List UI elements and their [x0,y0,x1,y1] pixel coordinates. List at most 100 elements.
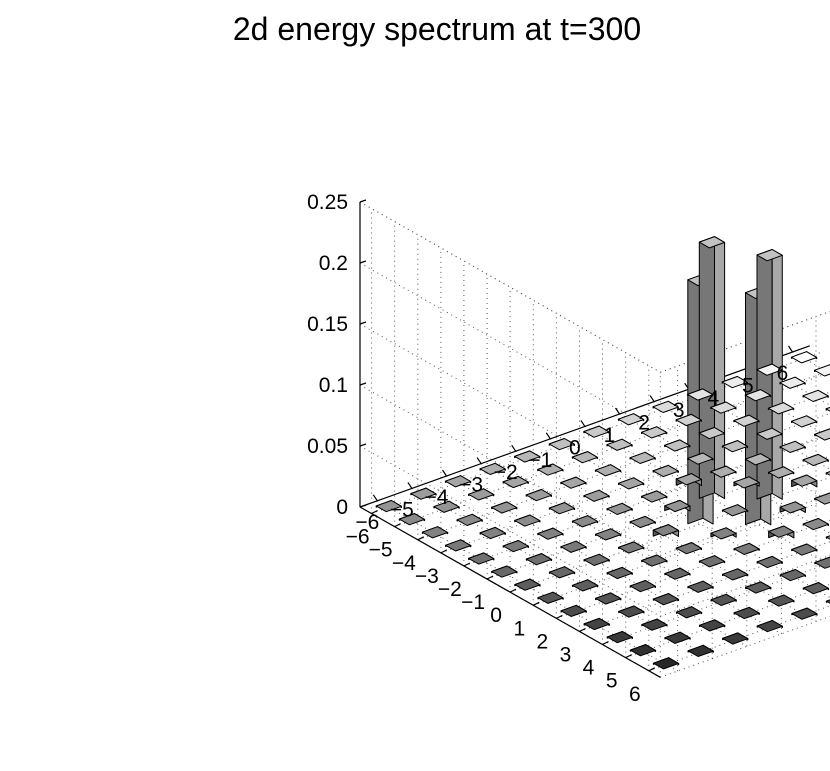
bar-top-face [825,535,830,540]
chart-title: 2d energy spectrum at t=300 [233,11,641,47]
x-tick [511,444,517,452]
spectrum-bar [814,428,830,441]
spectrum-bar [468,552,495,565]
spectrum-bar [733,606,760,620]
bar-top-face [756,249,783,262]
spectrum-bar [629,515,656,529]
z-tick-label: 0.2 [319,252,348,275]
bar-top-face [698,236,726,249]
bar-top-face [525,553,553,566]
bar-top-face [572,579,599,592]
spectrum-bar [641,490,668,503]
bar-top-face [802,582,830,595]
axis-layer [359,199,811,678]
grid-line [359,262,661,434]
spectrum-bar [502,475,529,489]
bar-top-face [468,488,495,501]
bar-top-face [618,605,645,618]
bar-top-face [595,528,622,541]
bar-top-face [641,554,668,567]
bar-top-face [722,632,749,645]
bar-top-face [514,578,541,591]
bar-top-face [583,553,610,566]
spectrum-bar [629,644,657,657]
x-tick [407,482,413,489]
spectrum-bar [722,632,749,645]
spectrum-bar [756,620,783,633]
spectrum-bar [652,657,680,670]
tick-label-layer: 00.050.10.150.20.25−6−5−4−3−2−10123456−6… [307,191,788,706]
bar-top-face [744,453,772,466]
spectrum-bar [537,463,564,476]
bar-top-face [502,540,529,553]
bar-top-face [733,414,760,427]
y-tick-label: 2 [537,630,549,653]
bar-top-face [410,487,437,500]
bar-top-face [537,463,564,476]
z-tick [359,199,367,203]
z-tick [359,260,367,264]
spectrum-bar [641,554,668,567]
bar-top-face [825,599,830,604]
bar-top-face [802,518,829,531]
spectrum-bar [791,607,818,620]
bar-top-face [756,363,783,376]
z-tick [359,321,367,325]
bar-top-face [583,425,610,438]
spectrum-bar [664,567,691,580]
bar-top-face [779,376,806,389]
y-tick [371,509,378,515]
x-tick [580,420,586,427]
spectrum-bar [825,471,830,476]
bar-top-face [514,450,541,463]
spectrum-bar [606,502,633,515]
bar-top-face [825,406,830,412]
bar-top-face [652,464,679,478]
spectrum-bar [790,351,818,364]
bar-top-face [514,514,541,527]
y-tick-label: −6 [346,526,370,549]
spectrum-bar [744,389,772,402]
z-tick-label: 0 [336,496,348,519]
spectrum-bar [814,492,830,505]
spectrum-bar [722,568,749,581]
x-tick-label: 0 [569,436,581,459]
z-tick-label: 0.1 [319,374,348,397]
spectrum-bar [606,438,633,451]
spectrum-bar [664,631,691,644]
spectrum-bar [767,402,795,415]
spectrum-bar [698,427,725,440]
bar-top-face [618,477,645,490]
bar-top-face [675,413,702,427]
x-tick [545,432,551,440]
bar-top-face [791,607,818,620]
spectrum-bar [560,604,587,617]
spectrum-bar [652,400,679,413]
bar-top-face [814,364,830,377]
spectrum-bar [779,501,806,514]
spectrum-bar [375,500,402,513]
spectrum-bar [698,555,726,568]
bar-top-face [710,593,737,606]
y-tick [417,536,425,541]
bar-top-face [687,580,714,593]
bar-top-face [814,556,830,569]
x-tick [615,407,620,415]
spectrum-bar [756,555,783,569]
bar-top-face [814,492,830,505]
y-tick-label: 4 [583,657,595,680]
spectrum-bar [537,591,564,604]
bar-top-face [433,500,460,513]
bar-top-face [583,617,610,631]
bar-top-face [779,440,806,453]
bar-top-face [629,580,656,593]
bar-top-face [629,644,657,657]
spectrum-bar [583,617,610,631]
spectrum-bar [595,592,622,605]
spectrum-bar [791,474,818,488]
bar-top-face [491,565,518,578]
y-tick-label: 0 [490,604,502,627]
spectrum-bar [721,440,749,453]
spectrum-bar [699,619,726,632]
spectrum-bar [802,453,829,467]
